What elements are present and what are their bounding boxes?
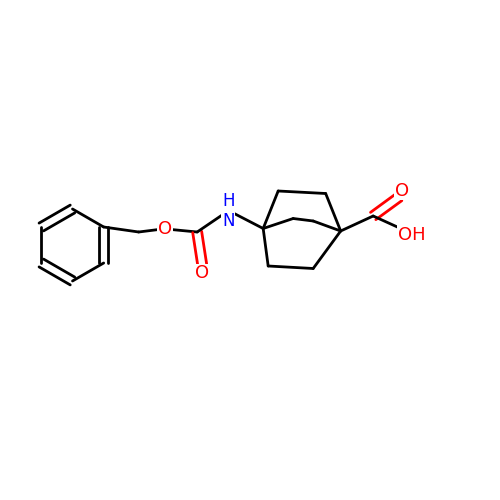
Text: O: O [195, 264, 209, 282]
Text: O: O [394, 182, 408, 200]
Text: H
N: H N [222, 192, 234, 230]
Text: O: O [158, 220, 172, 238]
Text: OH: OH [398, 226, 425, 244]
